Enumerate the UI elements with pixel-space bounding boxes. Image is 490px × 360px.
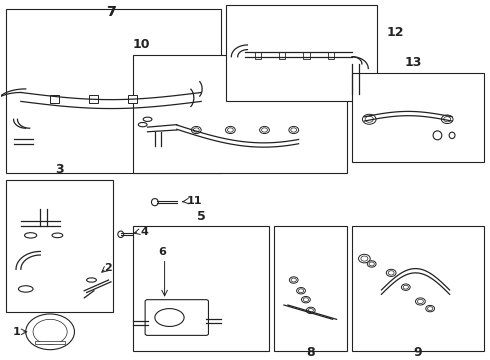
Text: 8: 8 [306,346,315,359]
Text: 9: 9 [414,346,422,359]
Circle shape [386,269,396,276]
Bar [6,180,114,312]
Text: 13: 13 [404,56,422,69]
Circle shape [426,305,435,312]
Bar [6,9,220,173]
Circle shape [26,314,74,350]
Circle shape [417,299,423,303]
Ellipse shape [449,132,455,139]
Text: 7: 7 [106,5,116,19]
Bar [50,95,59,103]
Circle shape [262,128,268,132]
Bar [35,341,65,344]
Circle shape [363,114,376,124]
Text: 2: 2 [104,262,111,273]
Circle shape [368,261,376,267]
Text: 12: 12 [386,26,404,39]
Circle shape [33,319,67,344]
Ellipse shape [155,309,184,327]
Bar [255,52,261,59]
Text: 11: 11 [187,197,202,206]
Bar [352,226,484,351]
Ellipse shape [19,286,33,292]
Circle shape [443,117,451,122]
Circle shape [306,307,315,314]
Text: 7: 7 [107,5,115,18]
Bar [89,95,98,103]
Circle shape [361,256,368,261]
Text: 3: 3 [55,163,64,176]
Ellipse shape [143,117,152,121]
Bar [133,226,270,351]
Ellipse shape [118,231,123,238]
Text: 1: 1 [13,327,21,337]
Circle shape [289,126,298,134]
Ellipse shape [433,131,442,140]
Bar [279,52,286,59]
FancyBboxPatch shape [145,300,208,336]
Text: 10: 10 [133,39,150,51]
Text: 5: 5 [197,210,205,223]
Bar [328,52,334,59]
Circle shape [416,298,425,305]
Circle shape [227,128,233,132]
Ellipse shape [87,278,97,282]
Circle shape [192,126,201,134]
Bar [225,5,376,102]
Circle shape [359,254,370,263]
Circle shape [291,278,296,282]
Circle shape [388,271,394,275]
Ellipse shape [52,233,63,238]
Circle shape [194,128,199,132]
Circle shape [427,307,433,311]
Circle shape [365,116,373,122]
Ellipse shape [138,122,147,127]
Circle shape [401,284,410,291]
Circle shape [296,288,305,294]
Bar [352,73,484,162]
Bar [133,55,347,173]
Bar [303,52,310,59]
Circle shape [441,115,453,123]
Circle shape [303,298,309,302]
Circle shape [369,262,374,266]
Circle shape [403,285,408,289]
Text: 4: 4 [140,227,148,237]
Bar [274,226,347,351]
Ellipse shape [24,233,37,238]
Text: 6: 6 [158,247,166,257]
Circle shape [291,128,296,132]
Circle shape [308,309,314,312]
Ellipse shape [151,199,158,206]
Circle shape [301,296,310,303]
Bar [128,95,137,103]
Circle shape [298,289,304,293]
Circle shape [289,277,298,283]
Circle shape [260,126,270,134]
Circle shape [225,126,235,134]
